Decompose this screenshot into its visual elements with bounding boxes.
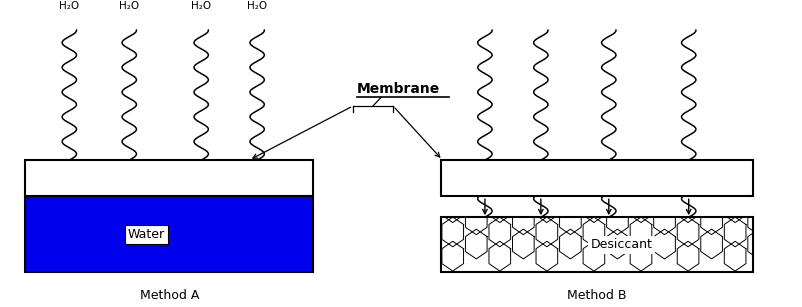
Bar bbox=[441, 160, 752, 196]
Bar bbox=[441, 217, 752, 272]
Text: Desiccant: Desiccant bbox=[591, 238, 653, 251]
Text: H₂O: H₂O bbox=[678, 185, 699, 195]
Bar bbox=[26, 196, 313, 272]
Text: H₂O: H₂O bbox=[119, 1, 140, 11]
Text: Membrane: Membrane bbox=[357, 82, 440, 96]
Text: H₂O: H₂O bbox=[247, 1, 267, 11]
Text: Method A: Method A bbox=[140, 289, 199, 302]
Text: H₂O: H₂O bbox=[191, 1, 211, 11]
Bar bbox=[26, 160, 313, 196]
Text: Method B: Method B bbox=[567, 289, 626, 302]
Text: H₂O: H₂O bbox=[531, 185, 551, 195]
Text: H₂O: H₂O bbox=[59, 1, 79, 11]
Text: Water: Water bbox=[128, 228, 164, 241]
Text: H₂O: H₂O bbox=[599, 185, 619, 195]
Text: H₂O: H₂O bbox=[475, 185, 495, 195]
